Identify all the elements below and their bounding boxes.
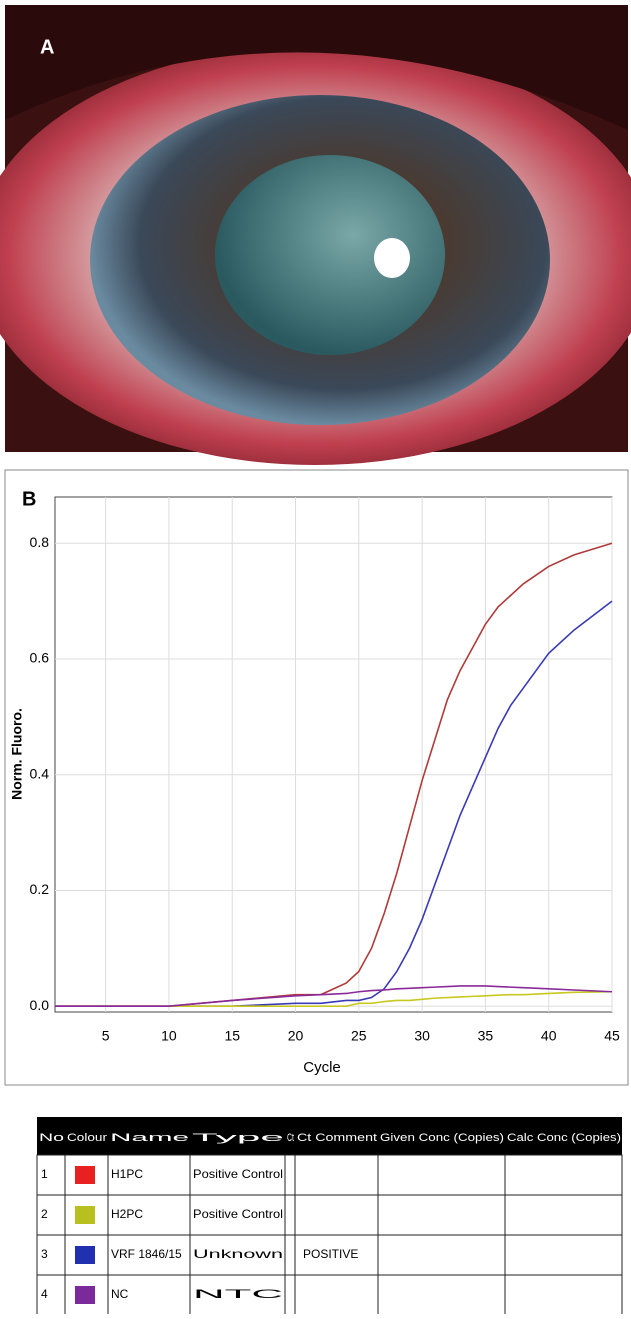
colour-swatch	[75, 1246, 95, 1264]
colour-swatch	[75, 1286, 95, 1304]
x-tick-label: 35	[478, 1028, 494, 1044]
highlight	[374, 238, 410, 278]
colour-swatch	[75, 1206, 95, 1224]
table-row	[36, 1234, 623, 1276]
x-tick-label: 25	[351, 1028, 367, 1044]
table-header-cell: Given Conc (Copies)	[380, 1132, 504, 1144]
y-tick-label: 0.4	[30, 765, 50, 781]
y-axis-label: Norm. Fluoro.	[9, 708, 25, 800]
table-header-cell: Calc Conc (Copies)	[507, 1132, 621, 1144]
x-tick-label: 15	[224, 1028, 240, 1044]
x-axis-label: Cycle	[303, 1059, 341, 1076]
table-cell: Unknown	[193, 1247, 283, 1261]
x-tick-label: 5	[102, 1028, 110, 1044]
x-tick-label: 20	[288, 1028, 304, 1044]
table-header-cell: Colour	[67, 1132, 107, 1144]
x-tick-label: 45	[604, 1028, 620, 1044]
panel-label: B	[22, 488, 36, 510]
table-cell: Positive Control	[193, 1207, 283, 1221]
table-header-cell: No	[39, 1132, 64, 1144]
pupil	[215, 155, 445, 355]
x-tick-label: 30	[414, 1028, 430, 1044]
data-line	[55, 542, 613, 1008]
table-cell: NC	[111, 1287, 129, 1301]
table-header-cell: Type	[192, 1132, 284, 1144]
data-line	[55, 985, 613, 1008]
table-row	[36, 1274, 623, 1316]
table-header-cell: Ct	[287, 1132, 294, 1144]
table-cell: POSITIVE	[303, 1247, 358, 1261]
table-cell: 4	[41, 1287, 48, 1301]
y-tick-label: 0.6	[30, 650, 50, 666]
table-row	[36, 1154, 623, 1196]
table-cell: 1	[41, 1167, 48, 1181]
table-cell: Positive Control	[193, 1167, 283, 1181]
table-cell: H1PC	[111, 1167, 143, 1181]
table-cell: H2PC	[111, 1207, 143, 1221]
table-cell: NTC	[193, 1287, 284, 1301]
colour-swatch	[75, 1166, 95, 1184]
y-tick-label: 0.0	[30, 997, 50, 1013]
data-line	[55, 990, 613, 1008]
y-tick-label: 0.2	[30, 881, 50, 897]
table-header-cell: Ct Comment	[297, 1132, 377, 1144]
table-cell: 2	[41, 1207, 48, 1221]
table-cell: 3	[41, 1247, 48, 1261]
chart-frame	[4, 469, 629, 1086]
table-header-bg	[37, 1117, 622, 1155]
data-line	[55, 600, 613, 1008]
table-header-cell: Name	[110, 1132, 189, 1144]
y-tick-label: 0.8	[30, 534, 50, 550]
panel-label: A	[40, 36, 54, 58]
x-tick-label: 40	[541, 1028, 557, 1044]
x-tick-label: 10	[161, 1028, 177, 1044]
table: No Colour Name Type Ct Ct Comment Given Conc (…	[36, 1117, 623, 1316]
table-row	[36, 1194, 623, 1236]
photo: A	[0, 5, 631, 465]
eyelid	[5, 5, 628, 130]
table-cell: VRF 1846/15	[111, 1247, 182, 1261]
